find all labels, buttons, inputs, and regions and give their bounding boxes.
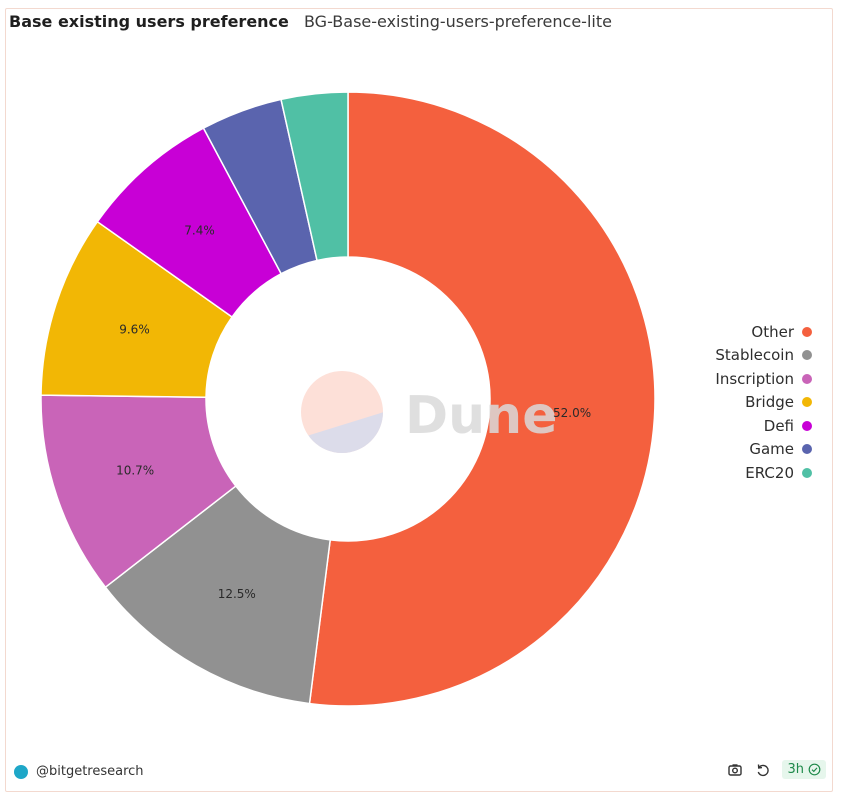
chart-header: Base existing users preference BG-Base-e… [9,12,612,31]
slice-other[interactable] [308,91,656,707]
legend-label: Bridge [745,393,794,412]
watermark-text: Dune [405,386,557,446]
legend-color-dot [802,420,812,431]
slice-label-stablecoin: 12.5% [218,587,256,601]
author-avatar [14,764,28,779]
age-text: 3h [787,762,804,777]
legend-color-dot [802,444,812,455]
legend-item-bridge[interactable]: Bridge [680,391,812,415]
legend-label: Other [751,322,794,341]
legend-item-defi[interactable]: Defi [680,414,812,438]
chart-subtitle: BG-Base-existing-users-preference-lite [303,12,612,31]
camera-icon[interactable] [726,761,744,779]
legend-item-other[interactable]: Other [680,320,812,344]
legend-color-dot [802,373,812,384]
refresh-icon[interactable] [754,761,772,779]
legend-color-dot [802,326,812,337]
author-block[interactable]: @bitgetresearch [14,764,144,779]
legend-label: Game [749,440,794,459]
slice-label-inscription: 10.7% [116,463,154,477]
legend-label: Stablecoin [715,346,794,365]
legend-item-erc20[interactable]: ERC20 [680,461,812,485]
slice-erc20[interactable] [280,91,349,262]
footer-actions: 3h [726,760,826,779]
chart-legend: Other Stablecoin Inscription Bridge Defi Game… [680,320,812,485]
slice-label-other: 52.0% [553,406,591,420]
legend-label: Inscription [715,369,794,388]
legend-label: ERC20 [745,463,794,482]
freshness-badge[interactable]: 3h [782,760,826,779]
author-name[interactable]: @bitgetresearch [36,764,144,779]
slice-inscription[interactable] [40,394,237,589]
slice-label-bridge: 9.6% [119,323,150,337]
slice-stablecoin[interactable] [104,484,332,705]
dune-watermark: Dune [301,371,557,453]
check-circle-icon [808,763,821,776]
slices-group [40,91,656,707]
labels-group: 52.0% 12.5% 10.7% 9.6% 7.4% [116,224,591,601]
legend-label: Defi [763,416,794,435]
legend-color-dot [802,350,812,361]
chart-title: Base existing users preference [9,12,289,31]
legend-item-stablecoin[interactable]: Stablecoin [680,344,812,368]
legend-color-dot [802,397,812,408]
legend-item-inscription[interactable]: Inscription [680,367,812,391]
legend-color-dot [802,467,812,478]
slice-label-defi: 7.4% [184,224,215,238]
legend-item-game[interactable]: Game [680,438,812,462]
